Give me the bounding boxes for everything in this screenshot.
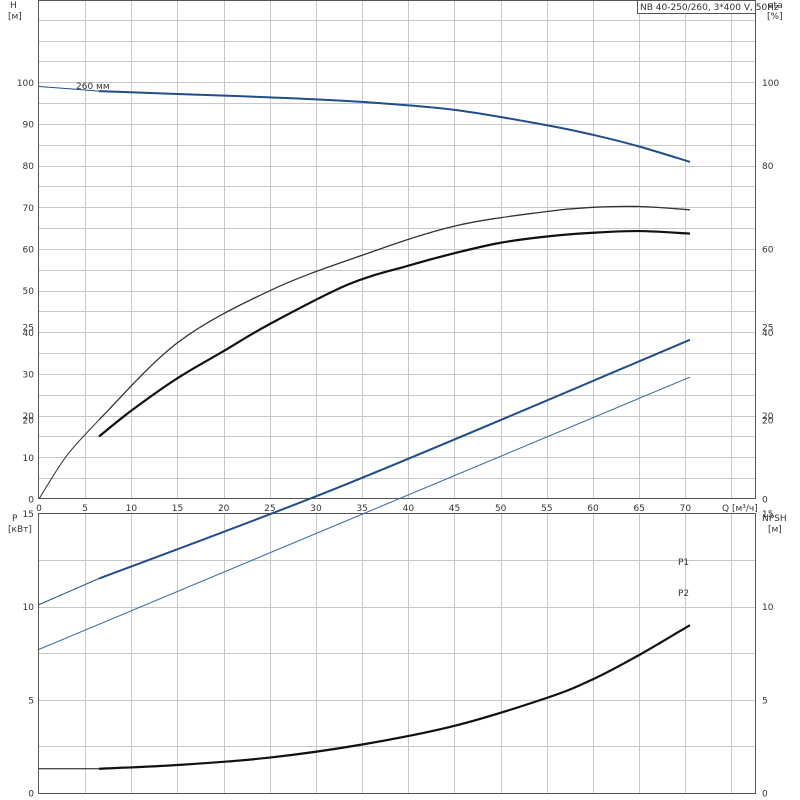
x-tick-label: 30 (310, 504, 322, 514)
series-line-0-4 (98, 229, 691, 438)
y-left-tick-label: 70 (23, 204, 35, 214)
y-left-tick-label: 20 (23, 417, 35, 427)
series-line-0-0 (38, 86, 100, 92)
top-panel-grid (38, 0, 756, 499)
x-axis-label-q: Q [м³/ч] (722, 504, 758, 514)
y-left-tick-label: 30 (23, 370, 35, 380)
y-left-tick-label: 20 (23, 412, 35, 422)
y-right-tick-label: 0 (762, 790, 768, 800)
bottom-panel-series (38, 338, 691, 770)
y-left-tick-label: 0 (28, 496, 34, 506)
y-right-tick-label: 60 (762, 245, 774, 255)
x-tick-label: 50 (495, 504, 507, 514)
y-axis-label-h: H [м] (8, 1, 22, 22)
y-left-tick-label: 10 (23, 454, 35, 464)
chart-title-box (637, 0, 756, 14)
y-right-tick-label: 20 (762, 412, 774, 422)
y-right-tick-label: 100 (762, 79, 779, 89)
series-line-1-2 (38, 376, 691, 650)
series-label-p2: P2 (678, 589, 689, 599)
top-panel-series (38, 86, 691, 500)
x-tick-label: 70 (680, 504, 692, 514)
y-left-tick-label: 90 (23, 120, 35, 130)
y-left-tick-label: 100 (17, 79, 34, 89)
x-tick-label: 55 (541, 504, 552, 514)
y-left-tick-label: 10 (23, 603, 35, 613)
y-right-tick-label: 0 (762, 496, 768, 506)
y-right-tick-label: 80 (762, 162, 774, 172)
series-line-0-3 (98, 205, 690, 421)
y-axis-label-p: P [кВт] (8, 514, 32, 535)
top-panel-frame (38, 0, 756, 499)
y-left-tick-label: 15 (23, 510, 34, 520)
y-right-tick-label: 5 (762, 696, 768, 706)
series-line-0-1 (98, 90, 691, 163)
x-tick-label: 65 (633, 504, 644, 514)
y-left-tick-label: 50 (23, 287, 35, 297)
y-left-tick-label: 5 (28, 696, 34, 706)
x-tick-label: 5 (82, 504, 88, 514)
y-right-tick-label: 10 (762, 603, 774, 613)
x-tick-label: 10 (126, 504, 138, 514)
series-label-p1: P1 (678, 558, 689, 568)
y-axis-label-eta: eta [%] (767, 1, 783, 22)
y-right-tick-label: 25 (762, 323, 773, 333)
x-tick-label: 35 (356, 504, 367, 514)
y-left-tick-label: 80 (23, 162, 35, 172)
series-line-1-0 (38, 578, 100, 606)
x-tick-label: 15 (172, 504, 183, 514)
y-left-tick-label: 40 (23, 329, 35, 339)
y-axis-label-npsh: NPSH [м] (762, 514, 787, 535)
x-tick-label: 60 (587, 504, 599, 514)
annotation-impeller-diameter: 260 мм (76, 82, 110, 92)
y-left-tick-label: 60 (23, 245, 35, 255)
x-tick-label: 40 (403, 504, 415, 514)
series-line-1-1 (98, 338, 691, 580)
series-line-1-4 (98, 624, 691, 770)
y-left-tick-label: 25 (23, 323, 34, 333)
y-right-tick-label: 15 (762, 510, 773, 520)
chart-title: NB 40-250/260, 3*400 V, 50Hz (640, 3, 779, 13)
bottom-panel-grid (38, 513, 756, 794)
y-left-tick-label: 0 (28, 790, 34, 800)
bottom-panel-frame (38, 513, 756, 794)
x-tick-label: 0 (36, 504, 42, 514)
y-right-tick-label: 20 (762, 417, 774, 427)
x-tick-label: 25 (264, 504, 275, 514)
y-right-tick-label: 40 (762, 329, 774, 339)
x-tick-label: 45 (449, 504, 460, 514)
series-line-0-2 (38, 419, 100, 500)
x-tick-label: 20 (218, 504, 230, 514)
